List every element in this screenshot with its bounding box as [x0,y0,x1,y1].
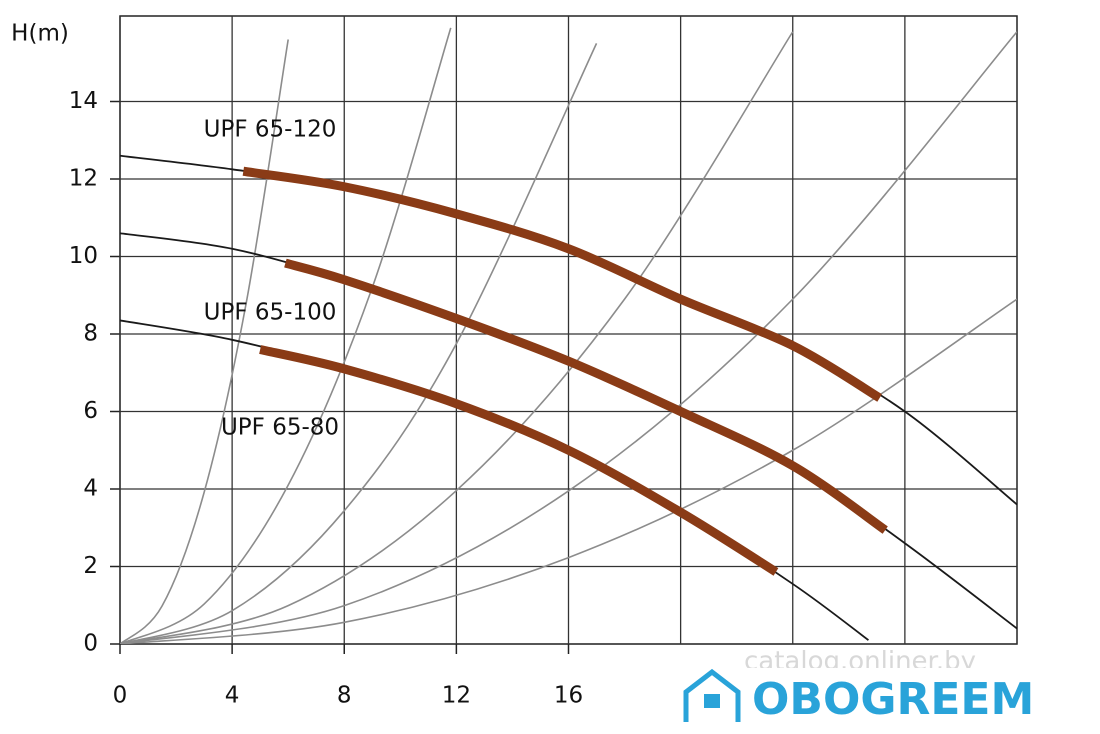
y-tick-label: 4 [83,476,98,502]
series-label: UPF 65-80 [221,415,339,441]
x-tick-label: 0 [113,683,128,709]
y-tick-label: 12 [69,166,98,192]
system-curve [120,43,598,644]
logo: OBOGREEM [683,668,1034,725]
y-tick-label: 8 [83,321,98,347]
series-label: UPF 65-100 [204,300,337,326]
system-curve [120,27,452,644]
system-curve [120,31,1017,644]
system-curve [120,31,794,644]
operating-range [242,166,882,402]
x-tick-label: 16 [554,683,583,709]
y-axis-label: H(m) [11,21,69,47]
logo-text: OBOGREEM [752,674,1034,725]
x-tick-label: 12 [442,683,471,709]
y-tick-label: 14 [69,88,98,114]
y-tick-label: 0 [83,631,98,657]
operating-range [259,345,779,576]
logo-backdrop [676,668,1076,730]
x-tick-label: 4 [225,683,240,709]
y-tick-label: 6 [83,398,98,424]
logo-house [683,668,741,722]
x-tick-label: 8 [337,683,352,709]
y-tick-label: 10 [69,243,98,269]
y-tick-label: 2 [83,553,98,579]
system-curve [120,39,289,644]
series-label: UPF 65-120 [204,117,337,143]
operating-range [284,258,888,534]
logo-window [704,694,720,708]
